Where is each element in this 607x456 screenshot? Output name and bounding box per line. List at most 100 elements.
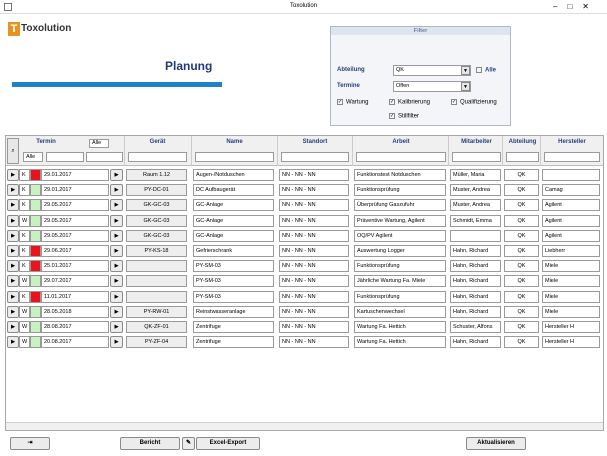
date-filter[interactable] bbox=[86, 152, 123, 162]
row-open-button[interactable]: ▶ bbox=[7, 169, 19, 181]
dropdown-arrow[interactable]: ▼ bbox=[461, 66, 470, 75]
row-department: QK bbox=[504, 260, 539, 273]
row-open-button[interactable]: ▶ bbox=[7, 229, 19, 242]
row-department: QK bbox=[504, 245, 539, 257]
row-open-button[interactable]: ▶ bbox=[7, 260, 19, 273]
all-checkbox[interactable]: Alle bbox=[476, 67, 496, 74]
row-open-button[interactable]: ▶ bbox=[7, 245, 19, 257]
row-employee: Muster, Andrea bbox=[450, 199, 501, 212]
row-name: DC Aufbaugerät bbox=[193, 184, 274, 197]
column-filter[interactable] bbox=[128, 152, 187, 162]
row-location: NN - NN - NN bbox=[279, 305, 349, 318]
row-device: PY-DC-01 bbox=[126, 184, 187, 197]
row-next-button[interactable]: ▶ bbox=[110, 305, 123, 318]
filter-reset-button[interactable]: ⌕ bbox=[7, 138, 19, 164]
column-filter[interactable] bbox=[195, 152, 274, 162]
check-kalibrierung[interactable]: ✓ Kalibrierung bbox=[389, 99, 431, 106]
row-next-button[interactable]: ▶ bbox=[110, 275, 123, 288]
row-open-button[interactable]: ▶ bbox=[7, 321, 19, 333]
department-combo[interactable]: QK bbox=[393, 65, 471, 76]
column-header: Name bbox=[226, 139, 243, 145]
row-manufacturer: Agilent bbox=[542, 229, 600, 242]
termin-filter[interactable]: Alle bbox=[89, 139, 109, 148]
row-work: Überprüfung Gaszufuhr bbox=[354, 199, 446, 212]
row-open-button[interactable]: ▶ bbox=[7, 290, 19, 303]
column-filter[interactable] bbox=[281, 152, 349, 162]
row-next-button[interactable]: ▶ bbox=[110, 229, 123, 242]
row-employee: Hahn, Richard bbox=[450, 275, 501, 288]
column-filter[interactable] bbox=[544, 152, 600, 162]
row-employee: Müller, Maria bbox=[450, 169, 501, 181]
row-date: 29.05.2017 bbox=[41, 214, 109, 227]
check-qualifizierung[interactable]: ✓ Qualifizierung bbox=[451, 99, 497, 106]
exit-button[interactable]: ⇥ bbox=[10, 437, 50, 450]
row-name: Augen-/Notduschen bbox=[193, 169, 274, 181]
row-open-button[interactable]: ▶ bbox=[7, 275, 19, 288]
column-filter[interactable] bbox=[506, 152, 539, 162]
row-next-button[interactable]: ▶ bbox=[110, 290, 123, 303]
window-controls[interactable]: –□✕ bbox=[553, 2, 599, 11]
row-next-button[interactable]: ▶ bbox=[110, 245, 123, 257]
row-employee: Muster, Andrea bbox=[450, 184, 501, 197]
row-next-button[interactable]: ▶ bbox=[110, 260, 123, 273]
row-type: K bbox=[19, 184, 30, 197]
row-device bbox=[126, 275, 187, 288]
row-next-button[interactable]: ▶ bbox=[110, 169, 123, 181]
data-grid: ⌕ Termin Gerät Name Standort Arbeit Mitarbeit… bbox=[5, 135, 604, 431]
row-next-button[interactable]: ▶ bbox=[110, 321, 123, 333]
title-bar: Toxolution –□✕ bbox=[0, 0, 607, 14]
dates-value: Offen bbox=[396, 83, 410, 89]
logo-icon: T bbox=[8, 22, 20, 36]
refresh-button[interactable]: Aktualisieren bbox=[466, 437, 526, 450]
row-open-button[interactable]: ▶ bbox=[7, 199, 19, 212]
row-department: QK bbox=[504, 336, 539, 349]
row-open-button[interactable]: ▶ bbox=[7, 336, 19, 349]
check-stillfilter[interactable]: ✓ Stillfilter bbox=[389, 113, 420, 120]
row-date: 25.01.2017 bbox=[41, 260, 109, 273]
report-button[interactable]: Bericht bbox=[120, 437, 180, 450]
status-color bbox=[30, 245, 41, 257]
row-next-button[interactable]: ▶ bbox=[110, 336, 123, 349]
column-filter[interactable] bbox=[356, 152, 446, 162]
row-name: GC-Anlage bbox=[193, 214, 274, 227]
dropdown-arrow[interactable]: ▼ bbox=[461, 82, 470, 91]
export-button[interactable]: Excel-Export bbox=[196, 437, 260, 450]
row-next-button[interactable]: ▶ bbox=[110, 199, 123, 212]
status-color bbox=[30, 184, 41, 197]
row-manufacturer: Miele bbox=[542, 260, 600, 273]
row-date: 11.01.2017 bbox=[41, 290, 109, 303]
row-next-button[interactable]: ▶ bbox=[110, 184, 123, 197]
column-header: Arbeit bbox=[392, 139, 410, 145]
check-label: Qualifizierung bbox=[460, 99, 497, 106]
row-work: Funktionsprüfung bbox=[354, 290, 446, 303]
row-open-button[interactable]: ▶ bbox=[7, 305, 19, 318]
type-filter[interactable]: Alle bbox=[23, 152, 43, 162]
row-open-button[interactable]: ▶ bbox=[7, 184, 19, 197]
row-manufacturer: Hersteller H bbox=[542, 336, 600, 349]
row-open-button[interactable]: ▶ bbox=[7, 214, 19, 227]
status-color bbox=[30, 214, 41, 227]
row-device: GK-GC-03 bbox=[126, 229, 187, 242]
horizontal-scrollbar[interactable] bbox=[6, 422, 603, 430]
column-divider bbox=[191, 136, 192, 166]
dates-combo[interactable]: Offen bbox=[393, 81, 471, 92]
department-value: QK bbox=[396, 67, 404, 73]
row-employee bbox=[450, 229, 501, 242]
row-date: 29.01.2017 bbox=[41, 169, 109, 181]
row-type: K bbox=[19, 169, 30, 181]
row-device: GK-GC-03 bbox=[126, 214, 187, 227]
status-color bbox=[30, 169, 41, 181]
row-type: W bbox=[19, 336, 30, 349]
department-label: Abteilung bbox=[337, 67, 365, 73]
column-divider bbox=[448, 136, 449, 166]
row-work: Präventive Wartung, Agilent bbox=[354, 214, 446, 227]
check-wartung[interactable]: ✓ Wartung bbox=[337, 99, 369, 106]
column-filter[interactable] bbox=[452, 152, 501, 162]
status-color bbox=[30, 275, 41, 288]
row-type: W bbox=[19, 275, 30, 288]
edit-button[interactable]: ✎ bbox=[182, 437, 195, 450]
row-manufacturer: Camag bbox=[542, 184, 600, 197]
row-next-button[interactable]: ▶ bbox=[110, 214, 123, 227]
row-department: QK bbox=[504, 184, 539, 197]
date-filter[interactable] bbox=[46, 152, 84, 162]
